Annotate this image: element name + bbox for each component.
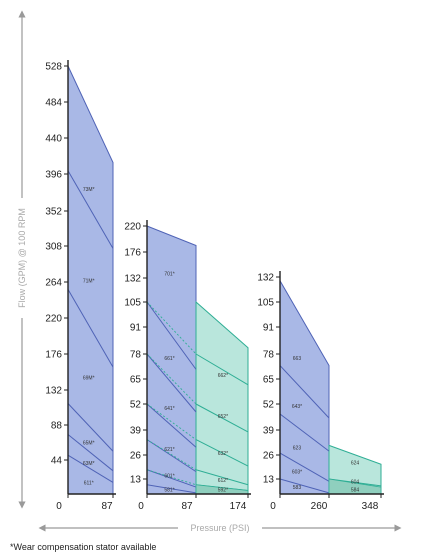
model-line <box>67 403 114 452</box>
model-line <box>146 301 197 370</box>
y-tick-label: 39 <box>263 426 275 437</box>
y-tick-label: 52 <box>263 400 275 411</box>
y-tick-label: 352 <box>45 207 62 218</box>
model-line-dashed <box>146 469 197 486</box>
y-tick-label: 13 <box>263 475 275 486</box>
model-line <box>146 403 197 448</box>
chart-panel: 13 26 39 52 65 78 91 105 132 0 260 348 663 643* 623 603… <box>257 271 384 512</box>
model-line <box>67 170 114 249</box>
x-tick-label: 87 <box>181 501 193 512</box>
y-tick-label: 440 <box>45 134 62 145</box>
x-tick-label: 174 <box>230 501 247 512</box>
y-tick-label: 176 <box>45 350 62 361</box>
model-label: 65M* <box>83 441 95 447</box>
x-tick-label: 260 <box>311 501 328 512</box>
model-label: 612* <box>218 478 228 484</box>
y-tick-label: 528 <box>45 62 62 73</box>
blue-envelope <box>279 278 330 495</box>
x-tick-label: 0 <box>138 501 144 512</box>
y-tick-label: 44 <box>51 456 63 467</box>
model-label: 643* <box>292 404 302 410</box>
y-tick-label: 132 <box>45 386 62 397</box>
model-label: 592* <box>218 487 228 493</box>
model-label: 632* <box>218 451 228 457</box>
y-tick-label: 26 <box>263 451 275 462</box>
model-label: 73M* <box>83 187 95 193</box>
model-line <box>67 289 114 368</box>
model-label: 601* <box>164 473 174 479</box>
y-tick-label: 91 <box>130 323 142 334</box>
green-envelope <box>195 300 249 495</box>
model-line <box>279 478 330 494</box>
model-label: 71M* <box>83 278 95 284</box>
y-tick-label: 132 <box>124 274 141 285</box>
y-tick-label: 220 <box>45 314 62 325</box>
model-line-green <box>195 353 249 386</box>
model-line <box>146 353 197 413</box>
x-axis-title-bg <box>178 520 262 536</box>
model-label: 603* <box>292 470 302 476</box>
model-line <box>67 434 114 472</box>
model-label: 611* <box>84 480 94 486</box>
model-label: 662* <box>218 373 228 379</box>
x-tick-label: 0 <box>56 501 62 512</box>
model-label: 581* <box>164 487 174 493</box>
model-label: 63M* <box>83 461 95 467</box>
y-tick-label: 176 <box>124 248 141 259</box>
model-label: 663 <box>293 356 302 362</box>
chart-panel: 44 88 132 176 220 264 308 352 396 440 484 528 0 87 73M… <box>45 60 116 512</box>
model-line <box>146 484 197 494</box>
y-tick-label: 65 <box>263 375 275 386</box>
model-label: 69M* <box>83 376 95 382</box>
model-label: 621* <box>164 447 174 453</box>
x-axis-title: Pressure (PSI) <box>190 523 249 533</box>
y-tick-label: 13 <box>130 475 142 486</box>
model-line-green <box>195 403 249 433</box>
y-tick-label: 39 <box>130 426 142 437</box>
x-tick-label: 0 <box>270 501 276 512</box>
model-label: 604 <box>351 479 360 485</box>
y-axis-title-bg <box>14 198 30 318</box>
y-tick-label: 88 <box>51 421 63 432</box>
y-tick-label: 105 <box>257 298 274 309</box>
y-tick-label: 396 <box>45 170 62 181</box>
y-tick-label: 220 <box>124 222 141 233</box>
y-tick-label: 132 <box>257 273 274 284</box>
model-label: 623 <box>293 445 302 451</box>
chart-panel: 13 26 39 52 65 78 91 105 132 176 220 0 87 174 701* 661*… <box>124 220 251 512</box>
y-tick-label: 308 <box>45 242 62 253</box>
model-label: 584 <box>351 487 360 493</box>
model-line-green <box>195 439 249 467</box>
x-tick-label: 87 <box>101 501 113 512</box>
model-label: 624 <box>351 460 360 466</box>
model-label: 652* <box>218 414 228 420</box>
model-line <box>67 454 114 483</box>
y-tick-label: 91 <box>263 323 275 334</box>
y-axis-title: Flow (GPM) @ 100 RPM <box>17 208 27 308</box>
y-tick-label: 264 <box>45 278 62 289</box>
model-line-dashed <box>146 439 197 471</box>
y-tick-label: 78 <box>263 350 275 361</box>
y-tick-label: 105 <box>124 298 141 309</box>
y-tick-label: 65 <box>130 375 142 386</box>
footnote: *Wear compensation stator available <box>10 542 156 552</box>
model-label: 641* <box>164 406 174 412</box>
x-tick-label: 348 <box>362 501 379 512</box>
model-label: 583 <box>293 485 302 491</box>
y-tick-label: 26 <box>130 451 142 462</box>
model-line <box>279 452 330 482</box>
model-label: 701* <box>164 271 174 277</box>
y-tick-label: 52 <box>130 400 142 411</box>
model-label: 661* <box>164 356 174 362</box>
model-line-green <box>195 469 249 486</box>
model-line <box>279 413 330 452</box>
model-line <box>279 365 330 419</box>
y-tick-label: 484 <box>45 98 62 109</box>
y-tick-label: 78 <box>130 350 142 361</box>
